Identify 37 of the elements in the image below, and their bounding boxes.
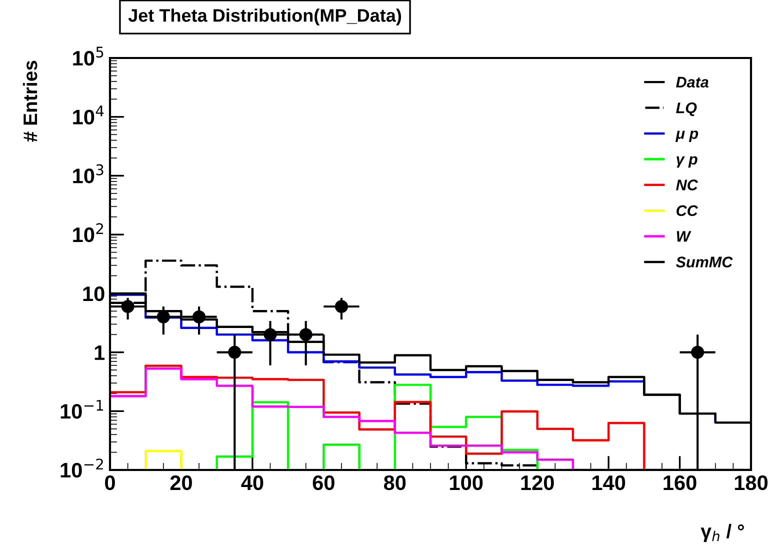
y-tick-label: 10$^{2}$ xyxy=(73,223,103,242)
x-axis-title: γ$_{h}$ / ° xyxy=(700,524,744,542)
y-tick-label: 10$^{−2}$ xyxy=(60,458,103,478)
point xyxy=(264,328,277,342)
legend-label: CC xyxy=(676,205,698,216)
y-axis-title: # Entries xyxy=(22,60,38,142)
y-tick-label: 10 xyxy=(83,286,104,302)
legend-label: W xyxy=(676,231,692,242)
x-tick-label: 80 xyxy=(384,475,406,490)
x-tick-label: 180 xyxy=(734,475,768,490)
legend-label: μ p xyxy=(675,130,698,142)
x-tick-label: 40 xyxy=(241,475,264,490)
x-tick-label: 160 xyxy=(664,475,696,490)
point xyxy=(334,300,348,313)
x-tick-label: 60 xyxy=(312,475,334,490)
legend-label: LQ xyxy=(676,102,697,116)
y-tick-label: 10$^{4}$ xyxy=(73,106,104,124)
point xyxy=(228,346,242,359)
legend-label: NC xyxy=(676,180,698,190)
x-tick-label: 0 xyxy=(105,475,115,490)
chart-title: Jet Theta Distribution(MP_Data) xyxy=(128,8,402,26)
point xyxy=(299,328,312,342)
y-tick-label: 10$^{−1}$ xyxy=(60,400,104,419)
legend-label: Data xyxy=(676,76,708,88)
legend-label: γ p xyxy=(676,156,698,168)
y-tick-label: 10$^{5}$ xyxy=(73,46,104,66)
x-tick-label: 140 xyxy=(592,475,626,490)
point xyxy=(691,346,704,359)
y-tick-label: 10$^{3}$ xyxy=(73,164,104,184)
point xyxy=(156,310,170,324)
point xyxy=(121,300,134,313)
point xyxy=(192,310,206,324)
x-tick-label: 20 xyxy=(170,475,192,490)
x-tick-label: 120 xyxy=(521,475,554,490)
x-tick-label: 100 xyxy=(450,475,483,490)
y-tick-label: 1 xyxy=(94,346,105,360)
legend-label: SumMC xyxy=(676,256,733,268)
